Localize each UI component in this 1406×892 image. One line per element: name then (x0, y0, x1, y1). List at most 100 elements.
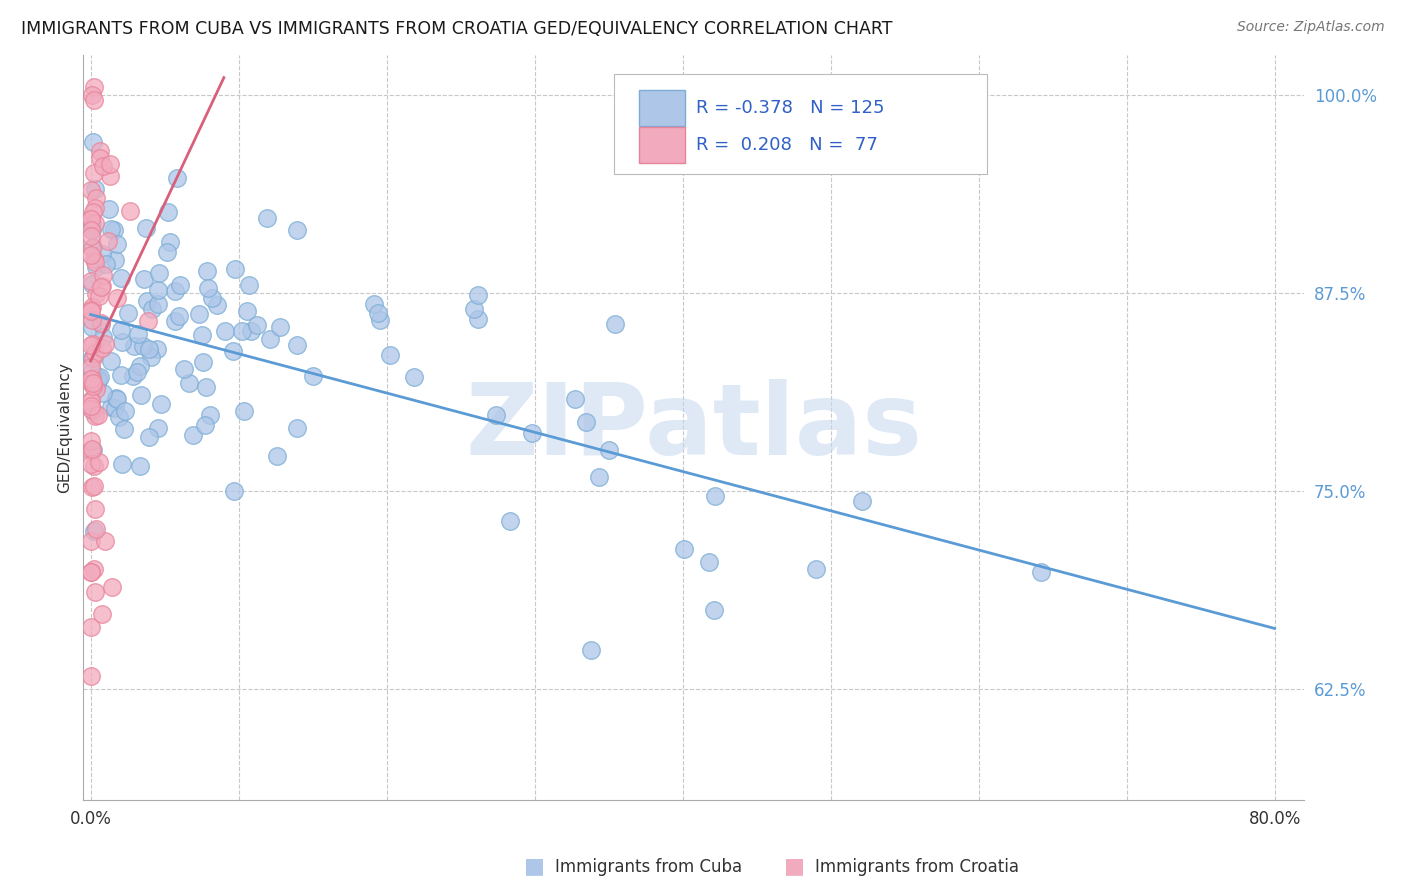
Point (104, 253, 127, 268)
Text: ZIPatlas: ZIPatlas (465, 379, 922, 476)
Point (82, 336, 104, 351)
Point (80, 302, 103, 317)
Point (80, 434, 103, 448)
Text: Immigrants from Cuba: Immigrants from Cuba (555, 858, 742, 876)
Point (222, 484, 245, 499)
Point (104, 391, 127, 405)
Point (146, 297, 169, 311)
Point (197, 280, 219, 294)
Point (80, 442, 103, 457)
Point (239, 325, 262, 339)
Point (520, 425, 543, 440)
Point (191, 327, 214, 342)
Point (165, 284, 187, 298)
Point (804, 561, 827, 575)
Point (87, 373, 110, 387)
Point (83, 479, 105, 493)
Point (266, 449, 288, 463)
Point (89, 454, 111, 468)
Point (138, 430, 160, 444)
Text: R = -0.378   N = 125: R = -0.378 N = 125 (696, 99, 884, 117)
Point (80, 223, 103, 237)
Point (80, 533, 103, 548)
Point (378, 348, 401, 362)
Point (90, 317, 112, 331)
Point (139, 350, 162, 364)
Point (132, 272, 155, 286)
Text: R =  0.208   N =  77: R = 0.208 N = 77 (696, 136, 879, 154)
Point (80, 275, 103, 289)
Point (80, 565, 103, 579)
Point (146, 342, 169, 356)
Point (148, 266, 170, 280)
Point (80, 212, 103, 227)
Point (467, 312, 489, 326)
Point (214, 324, 236, 338)
Point (111, 334, 134, 349)
Point (135, 221, 157, 235)
Point (86, 408, 108, 422)
Point (86, 378, 108, 392)
Point (269, 319, 291, 334)
Point (97, 202, 120, 216)
Point (104, 401, 127, 415)
Point (138, 342, 160, 356)
Point (101, 580, 124, 594)
Point (80, 303, 103, 318)
Point (1029, 565, 1052, 579)
Point (467, 288, 489, 302)
Point (148, 420, 170, 434)
Point (82, 242, 104, 256)
Point (84, 202, 107, 216)
Point (110, 271, 132, 285)
Point (80, 300, 103, 314)
Point (463, 301, 485, 316)
Point (90, 278, 112, 293)
Point (90, 341, 112, 355)
Point (114, 403, 136, 417)
Point (82, 370, 104, 384)
Point (80, 375, 103, 389)
Point (83, 79, 105, 94)
Point (91, 386, 114, 401)
Point (82, 351, 104, 366)
Point (80, 392, 103, 407)
Point (82, 277, 104, 292)
Point (90, 280, 112, 294)
Point (80, 669, 103, 683)
Point (80, 620, 103, 634)
Point (80, 376, 103, 391)
Point (83, 524, 105, 538)
Point (82, 204, 104, 219)
Point (100, 354, 122, 368)
Point (193, 355, 215, 369)
Point (112, 422, 135, 436)
Point (138, 314, 160, 328)
Point (100, 221, 122, 235)
Point (89, 144, 111, 158)
Point (177, 376, 200, 390)
Point (201, 291, 224, 305)
Point (83, 166, 105, 180)
Point (90, 316, 112, 330)
Point (83, 409, 105, 423)
Point (135, 293, 157, 308)
Text: Immigrants from Croatia: Immigrants from Croatia (815, 858, 1019, 876)
Point (84, 522, 107, 536)
Point (697, 555, 720, 569)
Point (256, 211, 278, 225)
Y-axis label: GED/Equivalency: GED/Equivalency (58, 362, 72, 493)
Point (105, 392, 128, 407)
Text: ■: ■ (524, 856, 544, 876)
Point (91, 268, 114, 282)
Point (363, 297, 385, 311)
Point (166, 171, 188, 186)
Point (86, 371, 108, 385)
Point (575, 416, 598, 430)
Point (80, 394, 103, 409)
Point (222, 343, 245, 358)
Point (80, 400, 103, 414)
Text: Source: ZipAtlas.com: Source: ZipAtlas.com (1237, 20, 1385, 34)
Point (231, 325, 253, 339)
Point (285, 223, 308, 237)
